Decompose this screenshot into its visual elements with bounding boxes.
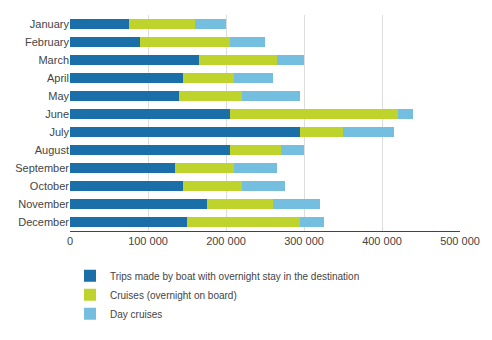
svg-text:200 000: 200 000 [206, 235, 246, 247]
svg-text:June: June [45, 108, 69, 120]
svg-text:October: October [30, 180, 69, 192]
svg-text:December: December [18, 216, 69, 228]
svg-text:Trips made by boat with overni: Trips made by boat with overnight stay i… [110, 271, 359, 282]
svg-text:July: July [49, 126, 69, 138]
svg-text:400 000: 400 000 [362, 235, 402, 247]
svg-text:100 000: 100 000 [128, 235, 168, 247]
svg-text:February: February [25, 36, 70, 48]
svg-text:Day cruises: Day cruises [110, 309, 162, 320]
svg-text:0: 0 [67, 235, 73, 247]
svg-text:September: September [15, 162, 69, 174]
svg-text:300 000: 300 000 [284, 235, 324, 247]
svg-text:August: August [35, 144, 69, 156]
svg-text:Cruises (overnight on board): Cruises (overnight on board) [110, 290, 237, 301]
svg-text:January: January [30, 18, 70, 30]
svg-text:November: November [18, 198, 69, 210]
svg-text:May: May [48, 90, 69, 102]
svg-text:500 000: 500 000 [440, 235, 480, 247]
svg-text:March: March [38, 54, 69, 66]
svg-text:April: April [47, 72, 69, 84]
